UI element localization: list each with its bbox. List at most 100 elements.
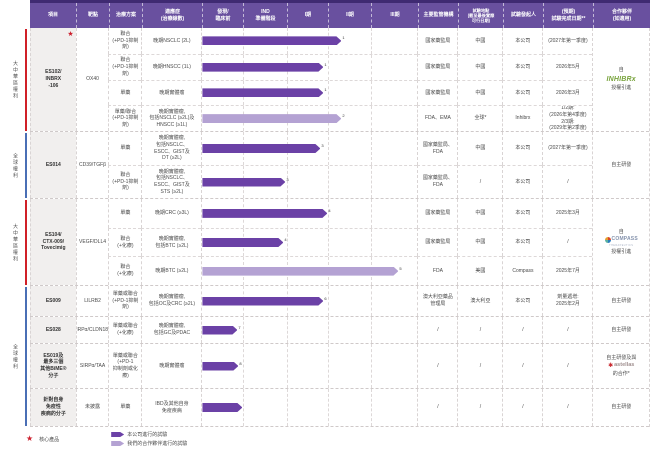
partner-prefix-label: 自主研發及與 (606, 354, 637, 361)
project-subrows: 單藥 晚期CRC (≥3L) 4 國家藥監局 中國 本公司 2025年3月 聯合 (+化療) 晚… (108, 199, 593, 286)
col-header-phase-1: I期 (287, 3, 328, 28)
trial-location: 中國 (457, 227, 503, 257)
col-header-phase-3: III期 (371, 3, 418, 28)
trial-location: 澳大利亞 (457, 286, 502, 316)
col-header-target: 靶點 (76, 3, 109, 28)
legend-company-trial-label: 本公司進行的試驗 (127, 432, 168, 438)
bar-footnote-number: 6 (324, 295, 327, 301)
project-group: ES019及 最多三個 其他BiME® 分子 SIRPα/TAA 單藥或聯合 (+P… (30, 344, 649, 389)
col-header-trial-location: 試驗地點 (截至最後實際 可行日期) (458, 3, 503, 28)
rights-label: 大中華區權利 (12, 60, 18, 100)
partner-cell: 自 COMPASS THERAPEUTICS 授權引進 (592, 199, 649, 285)
sponsor: 本公司 (502, 53, 543, 80)
pipeline-row: 單藥 晚期實體瘤 1 國家藥監局 中國 本公司 2026年3月 (108, 79, 593, 106)
phase-gridline (328, 389, 330, 426)
indication: 晚期BTC (≥2L) (141, 256, 202, 286)
indication: 晚期實體瘤, 包括GC及PDAC (141, 317, 201, 343)
completion-date: / (542, 317, 592, 343)
pipeline-row: 聯合 (+化療) 晚期實體瘤, 包括BTC (≥2L) 4 國家藥監局 中國 本公司 / (108, 227, 593, 257)
target: SIRPα/TAA (75, 344, 109, 388)
partner-prefix-label: 自 (618, 67, 624, 74)
regimen: 聯合 (+PD-1抑制劑) (108, 165, 142, 198)
phase-gridline (371, 28, 373, 54)
pipeline-row: 單藥或聯合 (+PD-1抑制劑) 晚期實體瘤, 包括OC及CRC (≥2L) 6 澳大… (108, 286, 592, 316)
partner-cell: 自主研發 (592, 286, 649, 316)
rights-bar (25, 200, 27, 285)
project-group: 針對自身 免疫性 疾病的分子 未披露 單藥 IBD及其他自身 免疫疾病 / / / / 自主研發 (30, 389, 649, 427)
pipeline-row: 單藥 晚期CRC (≥3L) 4 國家藥監局 中國 本公司 2025年3月 (108, 199, 592, 228)
sponsor: 本公司 (502, 286, 542, 316)
completion-date: / (542, 389, 592, 426)
completion-date: (2027年第一季度) (542, 132, 592, 165)
phase-gridline (371, 54, 373, 80)
phase-gridline (287, 317, 289, 343)
phase-gridline (328, 286, 330, 316)
regimen: 單藥 (108, 389, 141, 426)
pipeline-row: 聯合 (+PD-1抑制劑) 晚期HNSCC (1L) 1 國家藥監局 中國 本公司 2026… (108, 53, 593, 80)
partner-cell: 自 INHIBRx 授權引進 (592, 28, 649, 131)
regimen: 單藥或聯合 (+PD-1 抑制劑或化療) (108, 344, 141, 388)
regimen: 聯合 (+化療) (108, 256, 142, 286)
completion-date: / (542, 165, 593, 198)
completion-date: 劑量遞增: 2025年2月 (542, 286, 592, 316)
phase-gridline (287, 344, 289, 388)
bar-footnote-number: 2 (342, 113, 345, 119)
target: CD39/TGFβ (75, 132, 109, 198)
rights-segment: 全球權利 (0, 133, 30, 198)
rights-segment: 大中華區權利 (0, 29, 30, 131)
indication: 晚期實體瘤, 包括BTC (≥2L) (141, 227, 202, 257)
rights-bar (25, 29, 27, 131)
phase-gridline (328, 317, 330, 343)
phase-gridline (371, 166, 373, 198)
phase-bar-zone: 6 (201, 286, 417, 316)
partner-suffix-label: 授權引進 (611, 248, 632, 255)
partner-cell: 自主研發 (592, 317, 649, 343)
trial-location: / (457, 165, 503, 198)
phase-gridline (243, 344, 245, 388)
project-name: ES014 (30, 132, 76, 198)
astellas-logo-text: astellas (614, 362, 635, 369)
regimen: 單藥 (108, 199, 141, 228)
compass-logo-subtext: THERAPEUTICS (609, 244, 634, 248)
phase-gridline (371, 80, 373, 106)
phase-bar (202, 238, 283, 247)
project-group: ES014 CD39/TGFβ 單藥 晚期實體瘤, 包括NSCLC、 ESCC、GIS… (30, 132, 649, 199)
phase-bar (202, 297, 323, 306)
phase-bar (202, 209, 327, 218)
trial-location: / (457, 344, 502, 388)
rights-label: 大中華區權利 (12, 223, 18, 262)
phase-gridline (243, 389, 245, 426)
regimen: 聯合 (+PD-1抑制劑) (108, 28, 141, 54)
indication: 晚期HNSCC (1L) (141, 53, 202, 80)
indication: 晚期實體瘤, 包括NSCLC、 ESCC、GIST及 DT (≥2L) (141, 132, 201, 165)
phase-bar (202, 114, 341, 123)
completion-date: 2026年3月 (542, 79, 593, 106)
sponsor: 本公司 (502, 132, 542, 165)
phase-bar-zone: 1 (201, 53, 418, 80)
pipeline-row: 單藥或聯合 (+化療) 晚期實體瘤, 包括GC及PDAC 7// / / (108, 317, 592, 343)
regulator: 國家藥監局、 FDA (417, 165, 458, 198)
core-product-star-icon: ★ (26, 434, 34, 443)
legend-trial-swatches: 本公司進行的試驗 我們的合作夥伴進行的試驗 (111, 431, 187, 447)
bar-footnote-number: 7 (238, 324, 241, 330)
col-header-partner: 合作夥伴 (如適用) (593, 3, 650, 28)
pipeline-row: 單藥 晚期實體瘤, 包括NSCLC、 ESCC、GIST及 DT (≥2L) 3 國家… (108, 132, 592, 165)
phase-bar (202, 267, 398, 276)
completion-date: (2027年第一季度) (542, 28, 592, 54)
project-name: ES102/ INBRX -106 ★ (30, 28, 76, 131)
bar-footnote-number: 8 (239, 360, 242, 366)
phase-bar-zone: 1 (201, 79, 418, 106)
phase-bar (202, 362, 238, 371)
regulator: / (417, 344, 457, 388)
bar-footnote-number: 5 (399, 265, 402, 271)
indication: 晚期NSCLC (2L) (141, 28, 201, 54)
target: VEGF/DLL4 (75, 199, 109, 285)
target: 未披露 (75, 389, 109, 426)
indication: 晚期CRC (≥3L) (141, 199, 201, 228)
regimen: 單藥或聯合 (+PD-1抑制劑) (108, 286, 141, 316)
phase-gridline (328, 344, 330, 388)
astellas-star-icon: ✱ (608, 362, 614, 369)
partner-cell: 自主研發 (592, 389, 649, 426)
